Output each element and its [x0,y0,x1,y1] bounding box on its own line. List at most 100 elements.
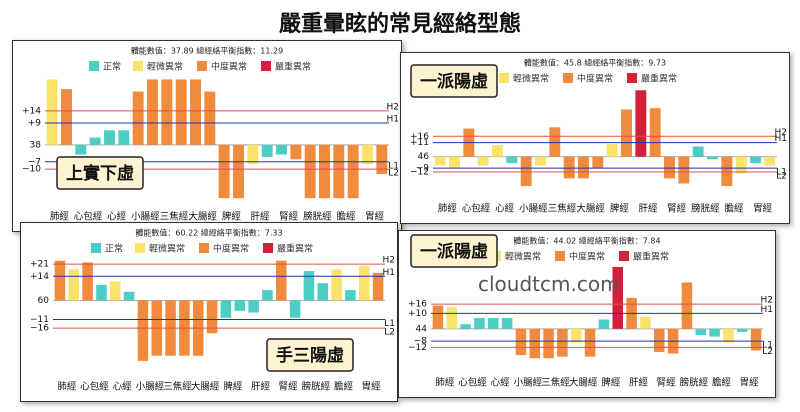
bar [535,156,546,166]
bar [137,300,149,361]
reference-label: L1 [388,161,399,171]
bar [75,144,87,155]
bar [304,144,316,199]
bar [345,290,356,301]
legend-label: 中度異常 [213,243,249,255]
legend-swatch [555,251,565,261]
bar [487,318,499,329]
x-tick-label: 脾經 [222,211,242,223]
bar [104,130,115,145]
bar [723,328,734,343]
bar [612,267,624,329]
bar [331,269,342,301]
bar [347,144,359,199]
x-tick-label: 大腸經 [576,203,605,215]
pattern-label-text: 一派陽虛 [420,242,488,262]
bar [372,272,384,301]
x-tick-label: 大腸經 [569,377,598,389]
x-tick-label: 心經 [495,203,515,215]
bar [678,156,690,184]
legend-label: 嚴重異常 [277,243,313,255]
bar [598,319,610,329]
bar [515,328,527,356]
x-tick-label: 肝經 [629,377,649,389]
bar [218,144,230,199]
x-tick-label: 小腸經 [519,203,548,215]
pattern-label-box [266,338,354,372]
x-tick-label: 心包經 [462,203,491,215]
reference-label: L1 [384,319,395,329]
pattern-label-box [410,234,498,268]
pattern-label: 手三陽虛 [266,338,354,372]
bar [653,328,665,352]
x-tick-label: 肺經 [50,211,70,223]
y-tick-label: 38 [30,140,42,150]
x-tick-label: 脾經 [601,377,621,389]
bar [695,328,707,335]
bar [549,127,561,157]
x-tick-label: 小腸經 [514,377,543,389]
pattern-label-box [410,64,498,98]
x-tick-label: 心經 [107,211,127,223]
reference-label: L2 [762,347,773,357]
bar [635,90,647,157]
reference-label: L2 [388,169,399,179]
bar [358,265,370,301]
pattern-label: 一派陽虛 [410,64,498,98]
pattern-label-text: 一派陽虛 [420,72,488,92]
reference-label: H1 [383,268,396,278]
bar [376,144,388,174]
bar [606,143,618,157]
bar [333,144,345,199]
reference-label: H2 [775,128,788,138]
x-tick-label: 三焦經 [548,203,577,215]
bar [206,300,218,334]
bar [262,290,273,301]
x-tick-label: 小腸經 [136,381,165,393]
reference-label: L1 [776,168,787,178]
y-tick-label: −12 [408,343,427,353]
y-tick-label: −16 [30,324,49,334]
y-tick-label: 46 [418,152,430,162]
legend-swatch [91,243,101,253]
bar [303,271,315,301]
x-tick-label: 大腸經 [188,211,217,223]
bar [578,156,589,179]
x-tick-label: 肺經 [438,203,458,215]
x-tick-label: 胃經 [362,381,382,393]
bar [449,156,460,169]
bar [61,89,72,145]
pattern-label-text: 上實下虛 [66,163,134,184]
bar [317,283,329,301]
bar [640,316,651,329]
page-title: 嚴重暈眩的常見經絡型態 [278,12,521,37]
x-tick-label: 三焦經 [160,211,189,223]
y-tick-label: −9 [416,164,430,174]
legend-label: 中度異常 [211,61,247,73]
bar [750,328,762,351]
pattern-label: 上實下虛 [56,156,144,190]
y-tick-label: −11 [30,315,49,325]
bar [161,79,173,145]
bar [190,79,201,145]
bar [175,79,187,145]
y-tick-label: +16 [408,300,427,310]
bar [147,79,158,145]
bar [362,144,373,165]
bar [707,156,718,160]
bar [54,260,66,301]
legend-swatch [261,61,271,71]
x-tick-label: 心包經 [80,381,109,393]
x-tick-label: 腎經 [657,377,677,389]
x-tick-label: 胃經 [753,203,773,215]
x-tick-label: 肺經 [57,381,77,393]
chart-panel: 體能數值：44.02 總經絡平衡指數：7.84 輕微異常 中度異常 嚴重異常 +16+1… [398,230,776,398]
legend-label: 輕微異常 [147,61,183,73]
legend-swatch [89,61,99,71]
bar [261,144,273,157]
bar [89,137,101,145]
x-tick-label: 胃經 [365,211,385,223]
pattern-label-text: 手三陽虛 [276,345,344,366]
x-tick-label: 腎經 [279,381,299,393]
bar [233,144,244,199]
